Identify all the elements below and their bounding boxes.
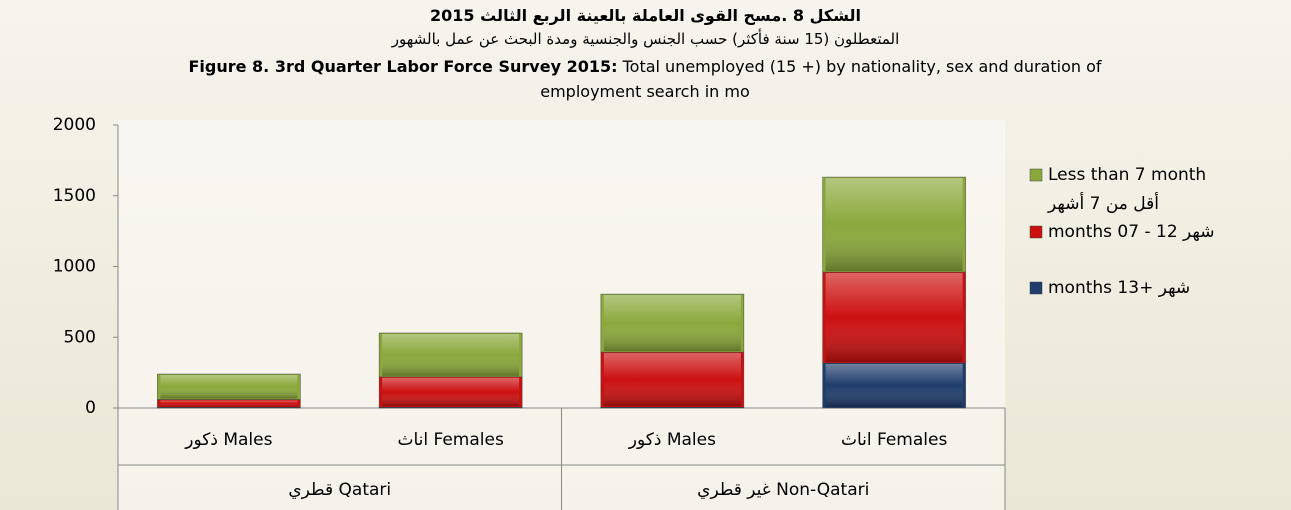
- bar-shade: [825, 364, 963, 407]
- title-rest: Total unemployed (15 +) by nationality, …: [540, 57, 1102, 101]
- legend-label: months 13+ شهر: [1048, 278, 1190, 298]
- bar-shade: [160, 375, 298, 399]
- legend-label: Less than 7 month: [1048, 165, 1206, 185]
- bar-shade: [382, 334, 520, 376]
- x-tick-label: ذكور Males: [628, 430, 716, 450]
- y-tick-label: 1000: [53, 257, 96, 277]
- bar-shade: [382, 377, 520, 407]
- group-label: قطري Qatari: [288, 480, 391, 500]
- legend-label-ar: أقل من 7 أشهر: [1047, 192, 1159, 214]
- y-tick-label: 500: [64, 327, 96, 347]
- legend-swatch: [1029, 281, 1043, 295]
- y-tick-label: 0: [85, 398, 96, 418]
- legend-label: months 07 - 12 شهر: [1048, 222, 1215, 242]
- x-tick-label: اناث Females: [397, 430, 504, 450]
- title-bold: Figure 8. 3rd Quarter Labor Force Survey…: [188, 57, 618, 76]
- bar-shade: [603, 295, 741, 352]
- legend-swatch: [1029, 168, 1043, 182]
- y-tick-label: 2000: [53, 115, 96, 135]
- legend-swatch: [1029, 225, 1043, 239]
- bar-shade: [603, 353, 741, 407]
- bar-shade: [825, 273, 963, 363]
- title-ar: الشكل 8 .مسح القوى العاملة بالعينة الربع…: [430, 6, 861, 25]
- group-label: غير قطري Non-Qatari: [697, 480, 869, 500]
- x-tick-label: ذكور Males: [184, 430, 272, 450]
- bar-shade: [825, 178, 963, 272]
- y-tick-label: 1500: [53, 186, 96, 206]
- x-tick-label: اناث Females: [841, 430, 948, 450]
- subtitle-ar: المتعطلون (15 سنة فأكثر) حسب الجنس والجن…: [391, 30, 900, 48]
- bar-shade: [160, 400, 298, 407]
- title-en: Figure 8. 3rd Quarter Labor Force Survey…: [145, 54, 1145, 104]
